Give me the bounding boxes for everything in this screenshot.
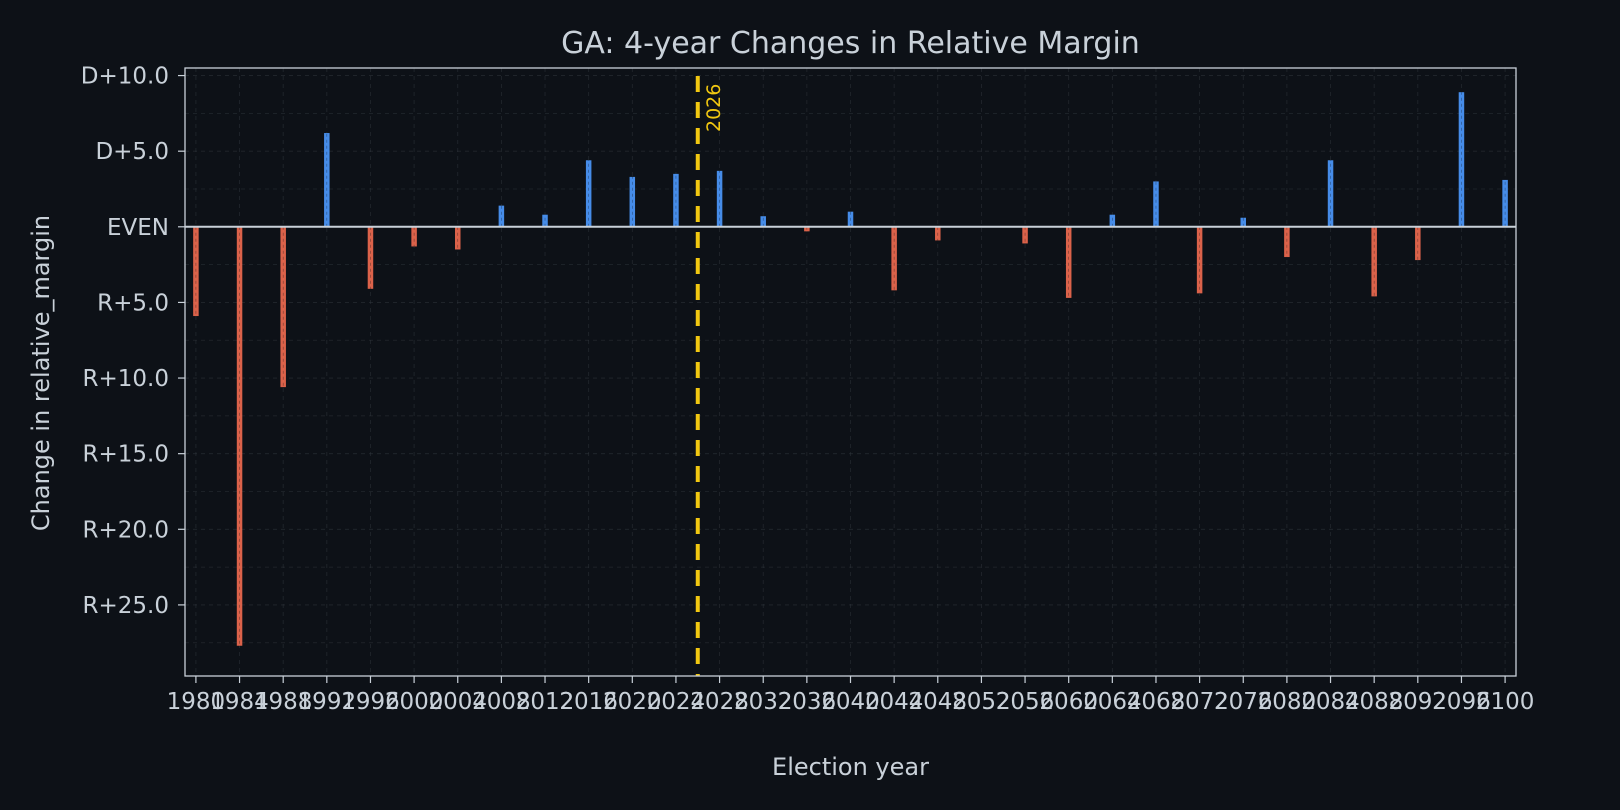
- x-tick-label: 2076: [1214, 689, 1273, 715]
- grid: [185, 68, 1516, 676]
- bar: [498, 205, 505, 227]
- x-axis-title: Election year: [772, 753, 929, 781]
- x-tick-label: 2096: [1432, 689, 1491, 715]
- bar: [1240, 217, 1247, 227]
- chart-title: GA: 4-year Changes in Relative Margin: [561, 26, 1140, 61]
- x-tick-label: 2012: [516, 689, 575, 715]
- x-tick-label: 1984: [210, 689, 269, 715]
- x-tick-label: 2064: [1083, 689, 1142, 715]
- y-tick-label: D+10.0: [81, 64, 169, 90]
- x-tick-label: 1988: [254, 689, 313, 715]
- y-tick-label: R+20.0: [83, 517, 169, 543]
- bar: [760, 216, 766, 227]
- x-tick-label: 1996: [341, 689, 400, 715]
- x-tick-label: 2008: [472, 689, 531, 715]
- x-tick-label: 2068: [1127, 689, 1186, 715]
- bar: [1153, 181, 1159, 227]
- x-tick-label: 2020: [603, 689, 662, 715]
- x-tick-label: 2016: [559, 689, 618, 715]
- x-tick-label: 2084: [1301, 689, 1360, 715]
- x-tick-label: 2100: [1476, 689, 1535, 715]
- y-tick-label: R+5.0: [97, 290, 169, 316]
- y-tick-label: R+10.0: [83, 366, 169, 392]
- x-tick-label: 2036: [778, 689, 837, 715]
- x-tick-label: 2060: [1039, 689, 1098, 715]
- reference-line-label: 2026: [703, 84, 725, 132]
- bar: [1371, 226, 1377, 297]
- x-tick-label: 2032: [734, 689, 793, 715]
- bar: [716, 170, 723, 227]
- bar: [324, 133, 330, 227]
- y-tick-label: R+15.0: [83, 442, 169, 468]
- y-tick-label: R+25.0: [83, 593, 169, 619]
- bar: [1065, 226, 1072, 298]
- x-tick-label: 2000: [385, 689, 444, 715]
- bar: [454, 226, 461, 250]
- x-tick-label: 2052: [952, 689, 1011, 715]
- y-tick-label: EVEN: [107, 215, 169, 241]
- x-tick-label: 2040: [821, 689, 880, 715]
- bar: [1502, 179, 1508, 227]
- y-axis: D+10.0 D+5.0 EVEN R+5.0 R+10.0 R+15.0 R+20.0 R+…: [81, 64, 185, 619]
- bar: [585, 160, 592, 227]
- y-axis-title: Change in relative_margin: [27, 215, 55, 531]
- x-tick-label: 2080: [1258, 689, 1317, 715]
- bar: [1196, 226, 1203, 294]
- bar: [1327, 160, 1334, 227]
- bar: [411, 226, 417, 247]
- x-tick-label: 2072: [1170, 689, 1229, 715]
- x-axis: 1980198419881992199620002004200820122016…: [167, 676, 1535, 715]
- y-tick-label: D+5.0: [95, 139, 169, 165]
- x-tick-label: 2056: [996, 689, 1055, 715]
- reference-line-group: 2026: [695, 76, 725, 676]
- x-tick-label: 1980: [167, 689, 226, 715]
- x-tick-label: 2092: [1389, 689, 1448, 715]
- x-tick-label: 2004: [428, 689, 487, 715]
- x-tick-label: 2048: [909, 689, 968, 715]
- bars: [193, 92, 1508, 646]
- x-tick-label: 1992: [298, 689, 357, 715]
- x-tick-label: 2044: [865, 689, 924, 715]
- x-tick-label: 2088: [1345, 689, 1404, 715]
- x-tick-label: 2024: [647, 689, 706, 715]
- bar: [236, 226, 243, 646]
- bar: [1284, 226, 1290, 258]
- x-tick-label: 2028: [690, 689, 749, 715]
- bar: [1415, 226, 1421, 261]
